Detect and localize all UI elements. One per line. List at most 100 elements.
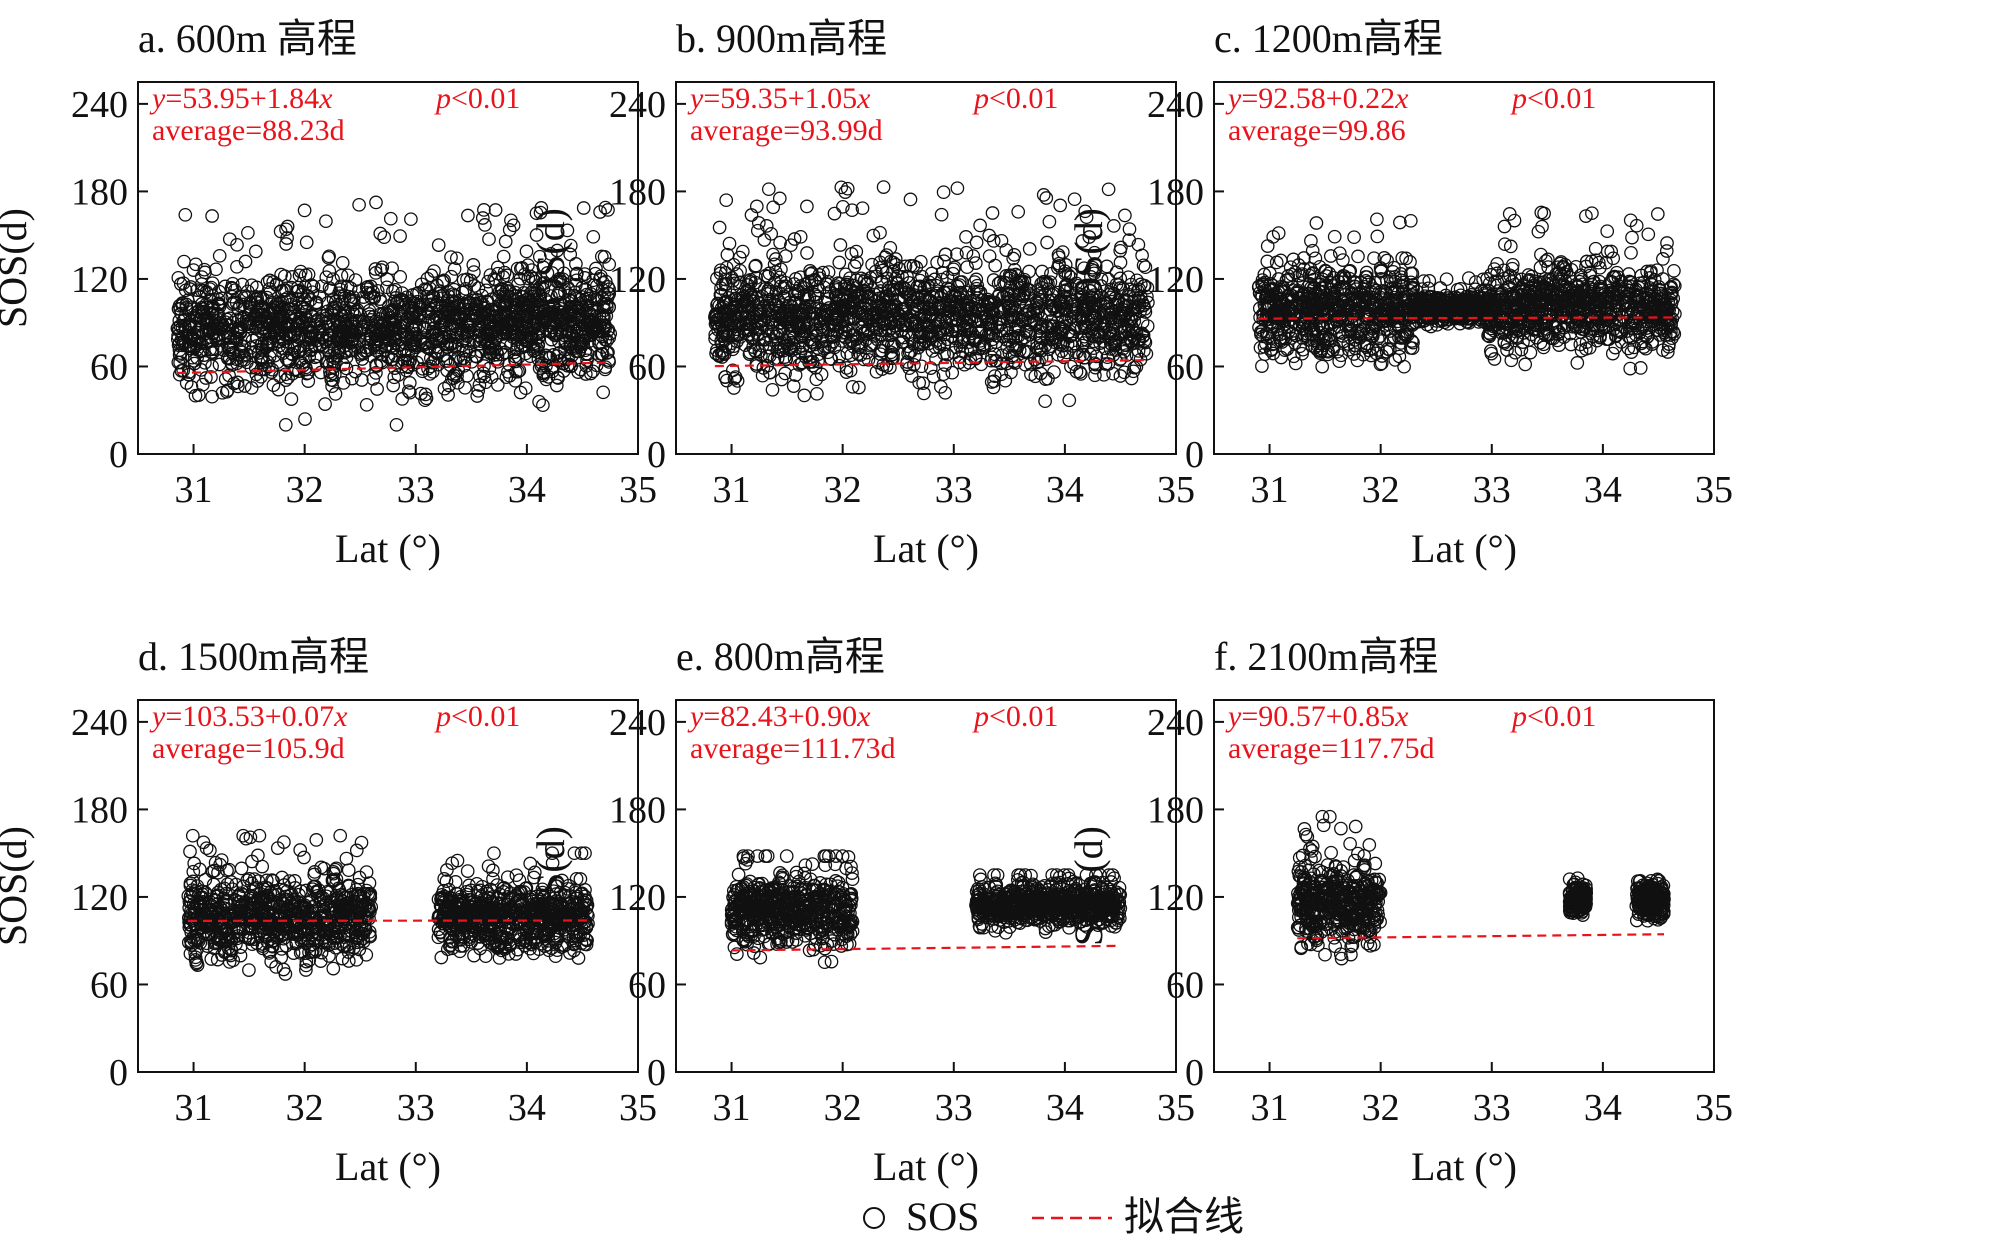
data-point (1000, 286, 1014, 300)
data-point (751, 216, 766, 230)
data-point (319, 270, 334, 285)
data-point (832, 358, 847, 373)
data-point (830, 325, 845, 339)
data-point (806, 335, 820, 349)
y-tick-label: 180 (609, 171, 666, 213)
data-point (400, 359, 415, 374)
data-point (1005, 338, 1020, 353)
data-point (412, 308, 427, 323)
data-point (283, 328, 298, 342)
data-point (416, 350, 430, 365)
data-point (508, 298, 523, 313)
data-point (543, 247, 558, 261)
data-point (352, 323, 367, 338)
data-point (1386, 264, 1400, 279)
data-point (1350, 291, 1365, 306)
data-point (1291, 258, 1306, 272)
data-point (484, 370, 499, 385)
data-point (873, 323, 888, 338)
data-point (795, 341, 810, 356)
data-point (1084, 270, 1098, 284)
data-point (806, 306, 821, 320)
data-point (503, 311, 518, 326)
data-point (576, 201, 591, 215)
data-point (187, 319, 202, 334)
regression-equation: y=59.35+1.05x (687, 82, 871, 115)
data-point (557, 351, 572, 366)
data-point (1080, 295, 1095, 309)
data-point (535, 324, 550, 339)
data-point (395, 392, 410, 406)
data-point (370, 382, 384, 396)
data-point (1040, 235, 1054, 250)
data-point (1360, 300, 1374, 315)
data-point (469, 297, 484, 311)
data-point (768, 265, 783, 279)
data-point (339, 361, 354, 376)
data-point (1113, 255, 1128, 270)
data-point (938, 321, 953, 336)
data-point (916, 336, 931, 351)
data-point (279, 237, 293, 251)
data-point (1049, 331, 1063, 345)
data-point (839, 361, 854, 375)
data-point (385, 261, 399, 276)
data-point (840, 181, 855, 196)
data-point (513, 385, 528, 400)
data-point (861, 352, 876, 367)
data-point (756, 313, 771, 327)
data-point (569, 267, 584, 282)
data-point (1011, 204, 1026, 219)
data-point (173, 319, 188, 333)
data-point (1358, 279, 1372, 294)
data-point (1461, 271, 1476, 285)
data-point (1362, 343, 1377, 358)
data-point (985, 206, 1000, 220)
data-point (1278, 343, 1292, 358)
data-point (759, 219, 774, 233)
y-axis-label: SOS(d) (528, 208, 573, 328)
data-point (586, 229, 601, 244)
data-point (1416, 274, 1431, 288)
data-point (938, 247, 953, 262)
data-point (199, 297, 214, 312)
data-point (1060, 277, 1075, 292)
data-point (222, 232, 237, 247)
data-point (1437, 302, 1452, 316)
data-point (328, 387, 343, 401)
data-point (1034, 319, 1049, 334)
data-point (735, 244, 750, 259)
data-point (1301, 296, 1315, 311)
data-point (895, 335, 910, 350)
data-point (431, 238, 446, 252)
data-point (936, 367, 951, 382)
data-point (744, 208, 759, 222)
data-point (1078, 204, 1093, 219)
data-point (1297, 251, 1311, 265)
data-point (304, 278, 319, 292)
data-point (1273, 327, 1287, 342)
data-point (887, 337, 901, 352)
data-point (498, 234, 513, 249)
data-point (564, 358, 579, 373)
data-point (1139, 346, 1154, 361)
data-point (1136, 258, 1151, 273)
data-point (1367, 251, 1381, 266)
data-point (776, 281, 791, 295)
data-point (823, 351, 838, 366)
data-point (949, 298, 964, 313)
data-point (1288, 356, 1303, 371)
data-point (1255, 359, 1269, 373)
data-point (726, 257, 741, 272)
data-point (171, 270, 186, 285)
data-point (1069, 345, 1084, 360)
data-point (500, 268, 515, 283)
data-point (1337, 288, 1352, 302)
panel-title: a. 600m 高程 (138, 16, 357, 61)
data-point (845, 203, 859, 218)
data-point (924, 266, 939, 281)
data-point (962, 330, 976, 344)
data-point (186, 263, 201, 277)
data-point (299, 235, 314, 250)
